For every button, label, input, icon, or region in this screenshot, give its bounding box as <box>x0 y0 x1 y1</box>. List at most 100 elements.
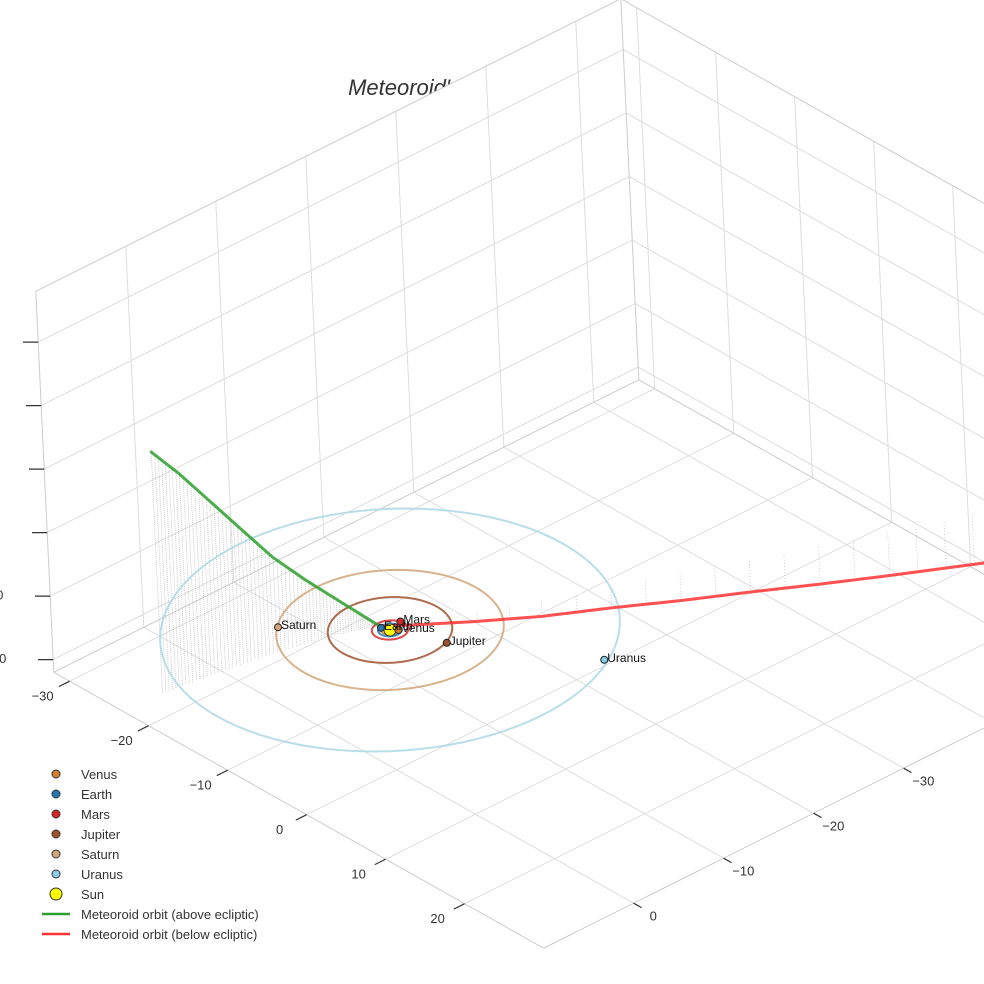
drop-line <box>229 518 237 667</box>
grid-x-floor <box>148 432 734 727</box>
drop-line <box>268 553 275 654</box>
orbit-saturn <box>275 568 505 692</box>
drop-line <box>194 487 205 679</box>
tick-mark <box>453 903 465 910</box>
tick-mark <box>295 814 307 821</box>
grid-lines <box>35 0 984 949</box>
axis-ticks: −30−20−1001020−50−40−30−20−100−20−100102… <box>0 341 934 926</box>
edge <box>53 671 544 949</box>
drop-line <box>292 571 298 647</box>
grid-z-back <box>622 49 984 254</box>
meteoroid-orbit-below-line <box>378 561 984 628</box>
edge <box>620 0 640 380</box>
edge <box>35 291 55 673</box>
drop-line <box>575 593 578 613</box>
tick-mark <box>633 902 642 909</box>
legend-entry-label: Venus <box>81 767 118 782</box>
drop-line <box>508 606 511 619</box>
grid-x-floor <box>306 521 892 816</box>
drop-line <box>171 468 183 686</box>
z-tick-label: −10 <box>0 587 3 602</box>
drop-line <box>748 559 752 593</box>
grid-x-wall <box>794 96 814 478</box>
orbit-mars <box>370 619 410 641</box>
legend-entry-label: Sun <box>81 887 104 902</box>
drop-line <box>943 520 947 569</box>
drop-line <box>311 584 316 642</box>
drop-line <box>318 588 323 640</box>
planet-uranus-marker <box>600 655 609 664</box>
legend-marker-swatch <box>51 869 61 879</box>
legend-marker-swatch <box>51 769 61 779</box>
edge <box>621 0 984 204</box>
grid-x-wall <box>636 7 656 389</box>
drop-line <box>161 460 173 690</box>
drop-line <box>288 568 294 648</box>
planet-jupiter-label: Jupiter <box>450 634 486 648</box>
grid-z-left <box>40 112 627 407</box>
drop-line <box>304 579 309 644</box>
drop-line <box>205 498 216 675</box>
legend[interactable]: Venus Earth Mars Jupiter Saturn Uranus Sun Mete… <box>42 767 259 942</box>
axis-panes <box>35 0 984 949</box>
drop-line <box>338 600 342 635</box>
drop-lines <box>150 451 975 694</box>
drop-line <box>644 580 647 605</box>
drop-line <box>260 546 267 657</box>
legend-entry-label: Mars <box>81 807 110 822</box>
drop-line <box>168 465 180 688</box>
drop-line <box>300 576 305 645</box>
drop-line <box>714 566 717 597</box>
x-tick-label: −20 <box>111 733 133 748</box>
grid-y-wall <box>395 111 415 493</box>
drop-line <box>190 484 201 680</box>
edge <box>35 0 620 292</box>
grid-z-back <box>631 239 984 439</box>
drop-line <box>240 529 248 663</box>
grid-y-wall <box>305 156 325 538</box>
drop-line <box>186 480 197 681</box>
drop-line <box>852 539 856 580</box>
legend-entry-label: Jupiter <box>81 827 121 842</box>
drop-line <box>150 451 163 694</box>
planet-uranus-label: Uranus <box>607 651 646 665</box>
x-tick-label: 20 <box>430 911 444 926</box>
grid-x-floor <box>69 388 655 682</box>
grid-y-floor <box>413 491 904 769</box>
left-pane <box>35 0 639 673</box>
grid-y-wall <box>125 246 145 628</box>
tick-mark <box>813 812 822 819</box>
legend-entry-label: Saturn <box>81 847 119 862</box>
drop-line <box>209 501 219 674</box>
grid-y-floor <box>143 626 634 904</box>
y-tick-label: −10 <box>732 864 754 879</box>
tick-mark <box>723 857 732 864</box>
tick-mark <box>903 767 912 774</box>
drop-line <box>347 606 350 633</box>
grid-z-left <box>37 49 624 343</box>
drop-line <box>971 515 975 565</box>
grid-z-left <box>43 176 630 470</box>
x-tick-label: 0 <box>276 822 283 837</box>
planet-earth-marker <box>376 623 385 632</box>
drop-line <box>154 454 167 693</box>
legend-marker-swatch <box>49 887 63 901</box>
drop-line <box>361 615 363 630</box>
drop-line <box>178 473 190 684</box>
floor-pane <box>53 379 984 949</box>
grid-y-wall <box>575 21 595 403</box>
drop-line <box>221 511 230 670</box>
meteoroid-series <box>149 450 984 628</box>
edge <box>543 727 984 949</box>
grid-z-left <box>46 239 633 534</box>
planet-saturn-marker <box>274 623 282 632</box>
tick-mark <box>58 680 70 688</box>
z-tick-label: −20 <box>0 651 6 666</box>
drop-line <box>280 562 286 651</box>
planet-venus-marker <box>394 625 403 634</box>
planet-jupiter-marker <box>442 638 451 647</box>
drop-line <box>329 595 333 637</box>
grid-z-back <box>625 112 984 316</box>
legend-marker-swatch <box>51 809 61 819</box>
